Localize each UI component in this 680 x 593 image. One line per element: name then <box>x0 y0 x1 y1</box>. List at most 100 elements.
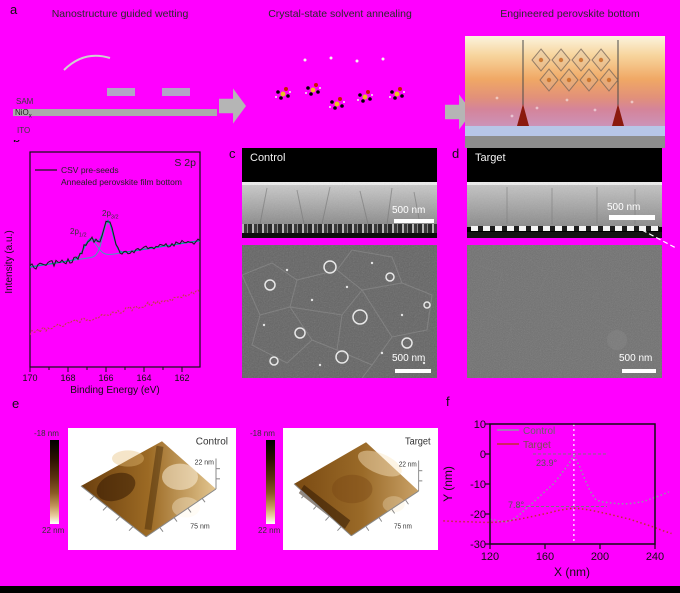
sem-plan-view-target: 500 nm <box>467 245 662 378</box>
afm-surface <box>294 442 419 536</box>
scale-bar <box>395 369 431 373</box>
scale-bar-label: 500 nm <box>392 353 426 364</box>
xps-series-annealed-bottom <box>30 289 200 335</box>
step-title-annealing: Crystal-state solvent annealing <box>268 8 412 20</box>
angle-annotation-control: 23.9° <box>536 458 558 468</box>
scale-bar-label: 500 nm <box>619 353 653 364</box>
x-tick-labels: 120 160 200 240 <box>481 551 664 563</box>
svg-text:164: 164 <box>136 373 151 383</box>
callout-dashed-line <box>641 229 677 249</box>
sem-image-label: Target <box>475 152 506 164</box>
sem-plan-view-control: 500 nm <box>242 245 437 378</box>
substrate-blue-layer <box>465 126 665 136</box>
scale-bar-label: 500 nm <box>392 205 426 216</box>
peak-label-2p12: 2p1/2 <box>70 227 87 239</box>
scale-bar <box>609 215 655 220</box>
process-arrow-icon <box>219 88 246 124</box>
scale-bar-label: 500 nm <box>607 202 641 213</box>
afm-axes <box>80 458 220 538</box>
profile-series-control <box>489 454 670 523</box>
solvent-molecules <box>275 56 405 110</box>
bottom-border <box>0 586 680 593</box>
line-profile-plot: f 10 0 -10 -20 -30 120 160 200 240 Y (nm… <box>441 394 672 579</box>
octahedra-row <box>531 48 619 92</box>
afm-x-label: 75 nm <box>394 523 412 530</box>
panel-label-b: b <box>13 140 20 145</box>
panel-label-e: e <box>12 396 20 411</box>
step-title-perovskite: Engineered perovskite bottom <box>500 8 640 20</box>
panel-label-c: c <box>229 146 236 161</box>
plot-title: S 2p <box>174 157 196 169</box>
molecule-cluster <box>275 83 405 110</box>
bright-seed-layer <box>471 226 659 231</box>
panel-label-f: f <box>446 394 450 409</box>
afm-z-label: 22 nm <box>195 460 215 467</box>
svg-text:0: 0 <box>480 449 486 461</box>
svg-text:-10: -10 <box>470 479 486 491</box>
y-axis-title: Intensity (a.u.) <box>4 230 15 293</box>
layer-label-niox: NiOx <box>15 108 32 120</box>
colorbar-min-label: 22 nm <box>258 526 281 535</box>
panel-label-d: d <box>452 146 460 161</box>
layer-label-ito: ITO <box>17 126 31 135</box>
pinhole-rings <box>264 260 431 366</box>
seed-bar <box>107 88 135 96</box>
legend-label-control: Control <box>523 426 555 437</box>
layer-label-sam: SAM <box>16 97 34 106</box>
svg-text:120: 120 <box>481 551 499 563</box>
svg-text:240: 240 <box>646 551 664 563</box>
svg-text:160: 160 <box>536 551 554 563</box>
x-axis-title: Binding Energy (eV) <box>70 385 160 396</box>
svg-text:162: 162 <box>174 373 189 383</box>
profile-series-target <box>443 507 672 535</box>
svg-text:10: 10 <box>474 419 486 431</box>
step-title-wetting: Nanostructure guided wetting <box>51 8 189 20</box>
droplet-arc <box>63 54 111 71</box>
x-axis-title: X (nm) <box>554 565 590 579</box>
scale-bar <box>394 219 434 223</box>
bright-specks <box>262 261 426 367</box>
angle-annotation-target: 7.8° <box>508 500 525 510</box>
peak-label-2p32: 2p3/2 <box>102 209 119 221</box>
svg-text:-20: -20 <box>470 509 486 521</box>
plot-frame <box>29 151 201 368</box>
xps-plot: b 170 168 166 164 162 Binding Energy (eV… <box>4 140 201 396</box>
sem-image-label: Control <box>250 152 286 164</box>
afm-x-label: 75 nm <box>190 524 210 531</box>
svg-text:200: 200 <box>591 551 609 563</box>
y-axis-title: Y (nm) <box>441 466 455 502</box>
legend-label-annealed: Annealed perovskite film bottom <box>61 177 182 187</box>
svg-text:170: 170 <box>22 373 37 383</box>
svg-text:168: 168 <box>60 373 75 383</box>
substrate-gray-layer <box>465 136 665 148</box>
afm-axes <box>293 460 423 537</box>
colorbar-min-label: 22 nm <box>42 526 65 535</box>
legend-label-target: Target <box>523 440 551 451</box>
legend-label-csv: CSV pre-seeds <box>61 165 119 175</box>
xps-series-csv-preseeds <box>30 220 200 270</box>
xps-curves <box>30 219 200 335</box>
afm-z-label: 22 nm <box>399 461 417 468</box>
afm-colorbar-target <box>266 440 275 524</box>
perovskite-film-illustration <box>465 36 665 126</box>
colorbar-max-label: -18 nm <box>34 429 59 438</box>
afm-image-control: Control 22 nm 75 nm <box>68 428 236 550</box>
afm-title: Target <box>405 436 431 448</box>
svg-text:166: 166 <box>98 373 113 383</box>
x-axis-ticks <box>29 367 183 372</box>
sem-cross-section-control: Control 500 nm <box>242 148 437 238</box>
seed-bar <box>162 88 190 96</box>
axis-ticks <box>485 423 656 549</box>
svg-text:-30: -30 <box>470 539 486 551</box>
panel-label-a: a <box>10 2 18 17</box>
y-tick-labels: 10 0 -10 -20 -30 <box>470 419 486 551</box>
niox-layer-bar <box>13 109 217 116</box>
grain-mesh <box>242 249 433 378</box>
perovskite-lattice-overlay <box>495 40 634 126</box>
sem-cross-section-target: Target 500 nm <box>467 148 662 238</box>
afm-title: Control <box>196 436 228 447</box>
afm-image-target: Target 22 nm 75 nm <box>283 428 438 550</box>
colorbar-max-label: -18 nm <box>250 429 275 438</box>
grain-boundaries <box>259 186 421 225</box>
